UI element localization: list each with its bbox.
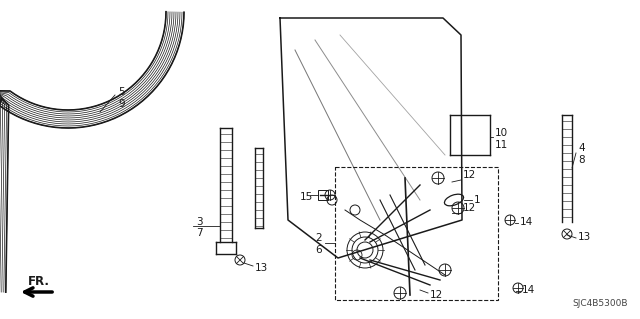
Text: 6: 6: [315, 245, 322, 255]
Text: SJC4B5300B: SJC4B5300B: [573, 299, 628, 308]
Bar: [335, 167, 498, 300]
Text: FR.: FR.: [28, 275, 50, 288]
Text: 12: 12: [430, 290, 444, 300]
Text: 7: 7: [196, 228, 203, 238]
Text: 15: 15: [300, 192, 313, 202]
Text: 5: 5: [118, 87, 125, 97]
Text: 14: 14: [520, 217, 533, 227]
Text: 3: 3: [196, 217, 203, 227]
Text: 10: 10: [495, 128, 508, 138]
Bar: [318, 190, 328, 200]
Text: 13: 13: [255, 263, 268, 273]
Text: 11: 11: [495, 140, 508, 150]
Text: 4: 4: [578, 143, 584, 153]
Text: 1: 1: [474, 195, 481, 205]
Text: 8: 8: [578, 155, 584, 165]
Text: 2: 2: [315, 233, 322, 243]
Text: 12: 12: [463, 170, 476, 180]
Text: 13: 13: [578, 232, 591, 242]
Text: 14: 14: [522, 285, 535, 295]
Text: 12: 12: [463, 203, 476, 213]
Text: 9: 9: [118, 99, 125, 109]
